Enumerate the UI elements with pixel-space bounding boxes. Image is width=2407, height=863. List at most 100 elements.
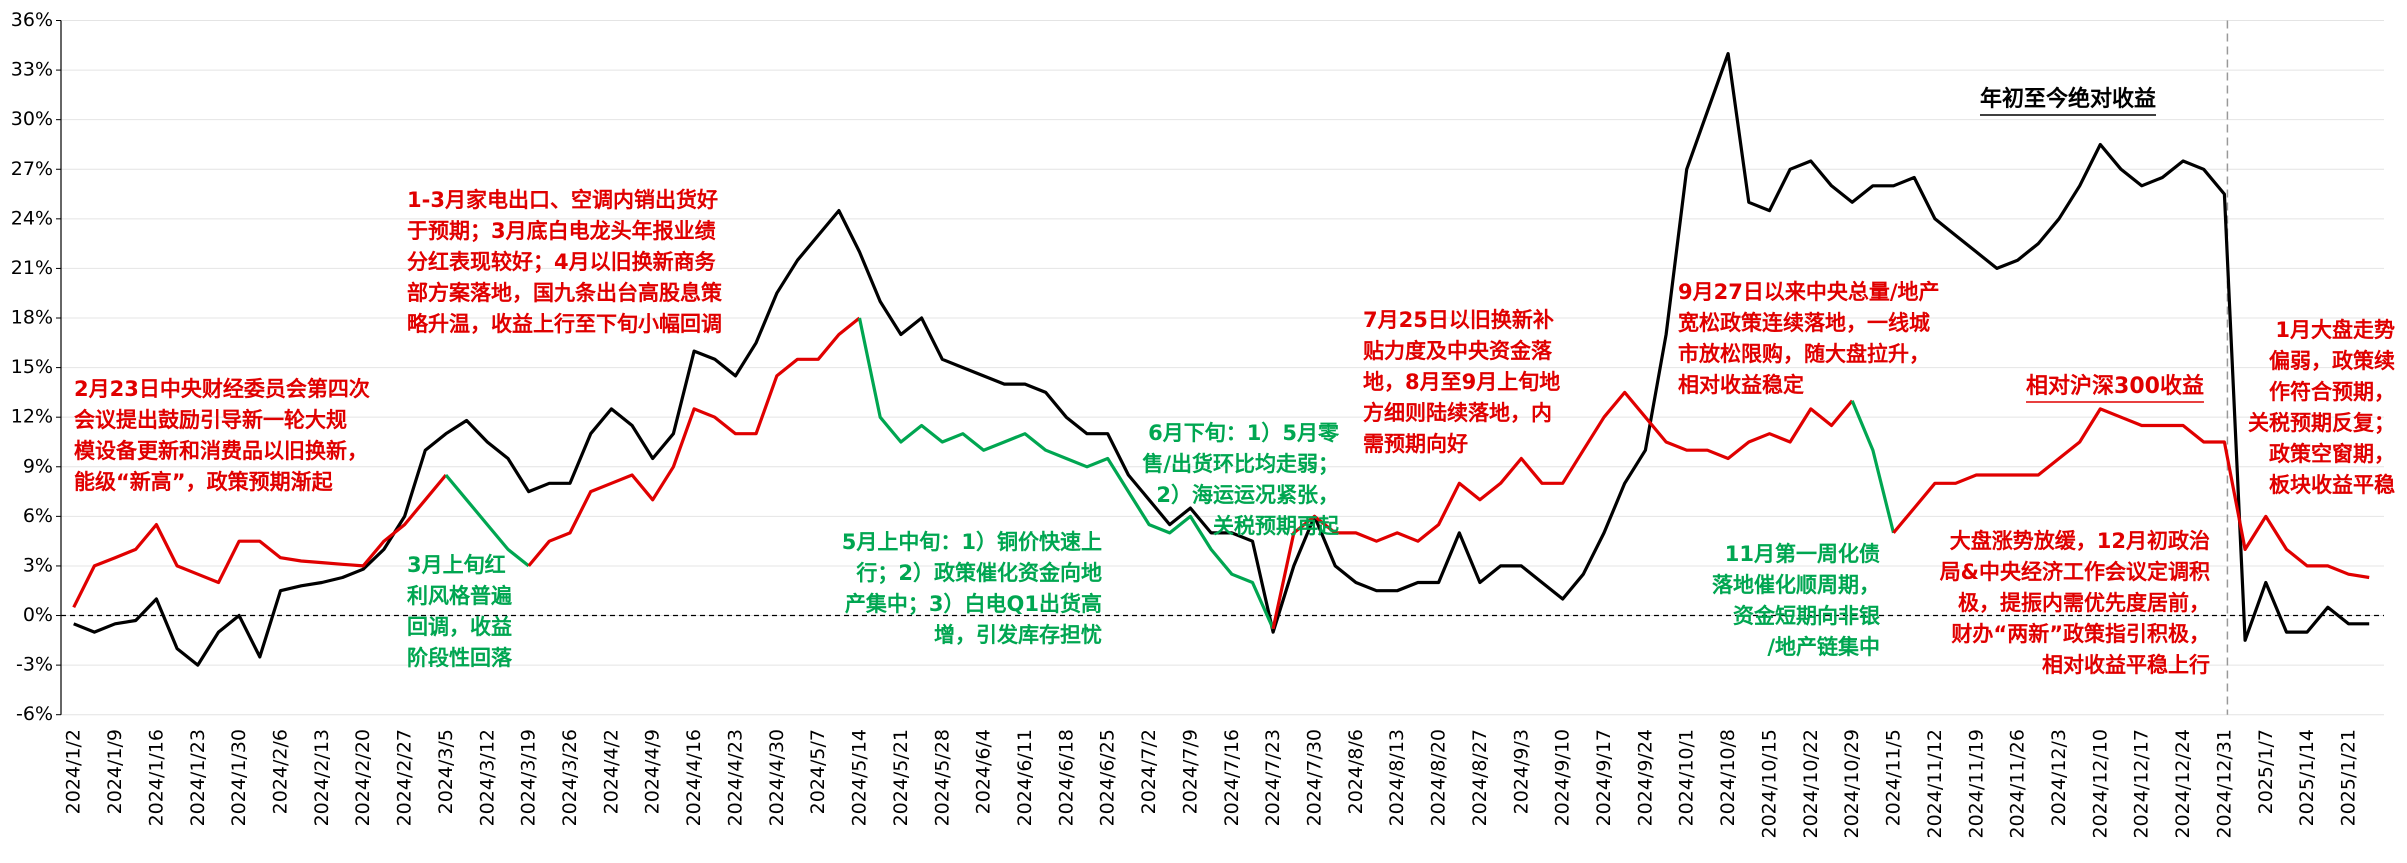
- annotation: 2月23日中央财经委员会第四次: [74, 377, 370, 401]
- x-tick-label: 2024/12/3: [2048, 729, 2070, 826]
- annotation: 1月大盘走势: [2275, 318, 2395, 342]
- annotation: 局&中央经济工作会议定调积: [1940, 560, 2210, 584]
- series-line: [857, 317, 1275, 630]
- x-tick-label: 2024/10/1: [1676, 729, 1698, 826]
- x-tick-label: 2024/7/30: [1304, 729, 1326, 826]
- x-tick-label: 2024/12/31: [2213, 729, 2235, 839]
- x-tick-label: 2024/10/8: [1717, 729, 1739, 826]
- annotation: 方细则陆续落地，内: [1363, 401, 1552, 425]
- annotation: 增，引发库存担忧: [934, 623, 1102, 647]
- x-tick-label: 2024/3/26: [559, 729, 581, 826]
- annotation: 财办“两新”政策指引积极，: [1951, 622, 2210, 646]
- annotation: 回调，收益: [407, 615, 512, 639]
- x-tick-label: 2024/7/23: [1262, 729, 1284, 826]
- x-tick-label: 2024/6/25: [1097, 729, 1119, 826]
- x-tick-label: 2024/8/6: [1345, 729, 1367, 814]
- series-line: [1271, 390, 1854, 630]
- annotation: 行；2）政策催化资金向地: [855, 561, 1102, 585]
- x-tick-label: 2024/5/28: [931, 729, 953, 826]
- annotation: 9月27日以来中央总量/地产: [1678, 280, 1940, 304]
- annotation: 地，8月至9月上旬地: [1363, 370, 1560, 394]
- annotation: 资金短期向非银: [1733, 604, 1881, 628]
- x-tick-label: 2024/8/20: [1428, 729, 1450, 826]
- annotation: 7月25日以旧换新补: [1363, 308, 1554, 332]
- x-tick-label: 2024/8/13: [1386, 729, 1408, 826]
- x-tick-label: 2024/11/19: [1965, 729, 1987, 839]
- x-tick-label: 2024/2/6: [270, 729, 292, 814]
- x-tick-label: 2024/2/13: [311, 729, 333, 826]
- annotation: 11月第一周化债: [1725, 542, 1880, 566]
- y-tick-label: -6%: [16, 703, 53, 725]
- x-tick-label: 2024/9/17: [1593, 729, 1615, 826]
- annotation: 作符合预期，: [2269, 380, 2395, 404]
- annotation: 能级“新高”，政策预期渐起: [74, 470, 334, 494]
- y-tick-label: 18%: [11, 307, 53, 329]
- x-tick-label: 2024/12/10: [2089, 729, 2111, 839]
- annotation: 贴力度及中央资金落: [1363, 339, 1553, 363]
- x-tick-label: 2024/2/27: [394, 729, 416, 826]
- x-tick-label: 2024/10/29: [1841, 729, 1863, 839]
- y-tick-label: 30%: [11, 108, 53, 130]
- series-label: 年初至今绝对收益: [1980, 86, 2156, 112]
- x-tick-label: 2024/12/17: [2131, 729, 2153, 839]
- x-tick-label: 2025/1/21: [2338, 729, 2360, 826]
- x-tick-label: 2024/1/16: [145, 729, 167, 826]
- x-tick-label: 2024/1/2: [63, 729, 85, 814]
- x-tick-label: 2024/9/24: [1634, 729, 1656, 826]
- annotation: 相对收益稳定: [1678, 373, 1804, 397]
- x-tick-label: 2024/10/15: [1758, 729, 1780, 839]
- y-tick-label: 36%: [11, 9, 53, 31]
- x-tick-label: 2024/5/21: [890, 729, 912, 826]
- y-tick-label: 3%: [23, 554, 53, 576]
- annotation: 极，提振内需优先度居前，: [1958, 591, 2210, 615]
- x-tick-label: 2024/3/5: [435, 729, 457, 814]
- annotation: 分红表现较好；4月以旧换新商务: [407, 250, 717, 274]
- x-tick-label: 2024/1/9: [104, 729, 126, 814]
- x-tick-label: 2024/4/9: [642, 729, 664, 814]
- annotation: /地产链集中: [1767, 635, 1880, 659]
- annotation: 板块收益平稳: [2269, 473, 2395, 497]
- x-tick-label: 2024/6/11: [1014, 729, 1036, 826]
- annotation: 需预期向好: [1363, 432, 1468, 456]
- annotation: 3月上旬红: [407, 553, 506, 577]
- annotation: 相对收益平稳上行: [2042, 653, 2210, 677]
- series-line: [72, 473, 448, 609]
- annotation: 政策空窗期，: [2269, 442, 2395, 466]
- series-line: [444, 473, 530, 568]
- x-tick-label: 2024/7/2: [1138, 729, 1160, 814]
- annotation: 落地催化顺周期，: [1712, 573, 1880, 597]
- x-tick-label: 2024/1/23: [187, 729, 209, 826]
- y-tick-label: 21%: [11, 257, 53, 279]
- x-tick-label: 2024/4/2: [600, 729, 622, 814]
- x-tick-label: 2024/9/3: [1510, 729, 1532, 814]
- annotation: 略升温，收益上行至下旬小幅回调: [407, 312, 722, 336]
- x-tick-label: 2024/8/27: [1469, 729, 1491, 826]
- annotation: 2）海运运况紧张，: [1156, 483, 1339, 507]
- y-tick-label: 6%: [23, 505, 53, 527]
- x-tick-label: 2024/7/16: [1221, 729, 1243, 826]
- annotation: 1-3月家电出口、空调内销出货好: [407, 188, 718, 212]
- annotation: 阶段性回落: [407, 646, 513, 670]
- x-tick-label: 2024/3/19: [518, 729, 540, 826]
- annotation: 市放松限购，随大盘拉升，: [1678, 342, 1930, 366]
- x-tick-label: 2024/4/30: [766, 729, 788, 826]
- annotation: 大盘涨势放缓，12月初政治: [1950, 529, 2210, 553]
- annotation: 于预期；3月底白电龙头年报业绩: [407, 219, 716, 243]
- y-tick-label: 9%: [23, 455, 53, 477]
- y-tick-label: 27%: [11, 158, 53, 180]
- annotation: 宽松政策连续落地，一线城: [1678, 311, 1930, 335]
- x-tick-label: 2024/10/22: [1800, 729, 1822, 839]
- y-tick-label: 0%: [23, 604, 53, 626]
- x-tick-label: 2024/6/4: [973, 729, 995, 814]
- series-label: 相对沪深300收益: [2026, 373, 2204, 399]
- y-tick-label: 15%: [11, 356, 53, 378]
- annotation: 会议提出鼓励引导新一轮大规: [74, 408, 347, 432]
- series-line: [527, 316, 861, 567]
- annotation: 售/出货环比均走弱；: [1142, 452, 1339, 476]
- x-tick-label: 2025/1/7: [2255, 729, 2277, 814]
- annotation: 5月上中旬：1）铜价快速上: [842, 530, 1102, 554]
- series-line: [1850, 400, 1896, 534]
- annotation: 6月下旬：1）5月零: [1148, 421, 1340, 445]
- x-tick-label: 2024/4/23: [724, 729, 746, 826]
